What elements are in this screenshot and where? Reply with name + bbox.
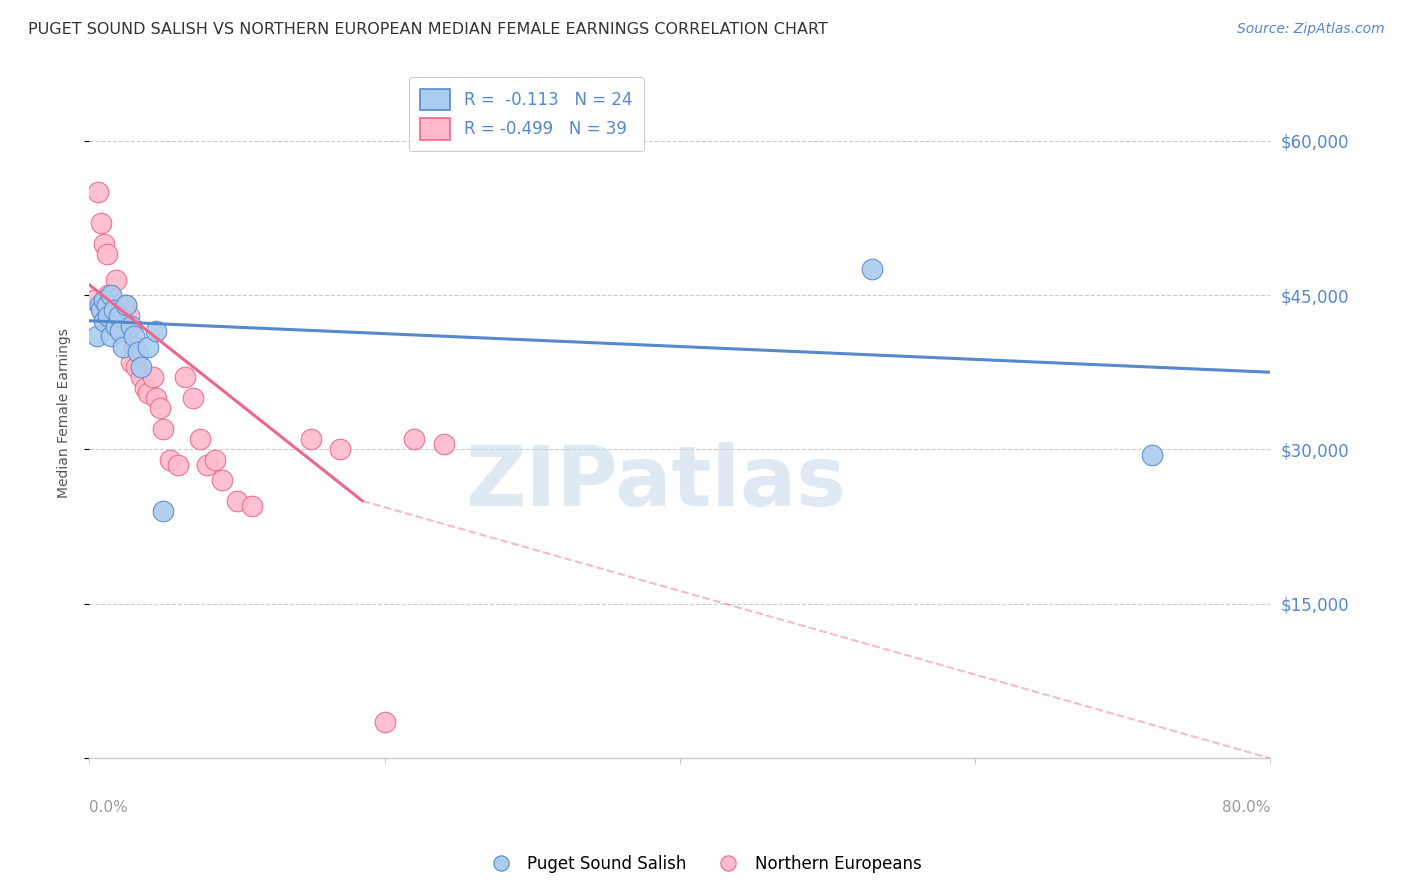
Text: 0.0%: 0.0% — [89, 800, 128, 814]
Point — [120, 318, 142, 333]
Point — [93, 293, 115, 308]
Point — [83, 293, 105, 308]
Text: PUGET SOUND SALISH VS NORTHERN EUROPEAN MEDIAN FEMALE EARNINGS CORRELATION CHART: PUGET SOUND SALISH VS NORTHERN EUROPEAN … — [28, 22, 828, 37]
Point — [136, 385, 159, 400]
Point — [145, 324, 167, 338]
Point — [122, 329, 145, 343]
Point — [107, 298, 129, 312]
Point — [433, 437, 456, 451]
Point — [100, 288, 122, 302]
Point — [125, 360, 148, 375]
Point — [97, 309, 120, 323]
Point — [329, 442, 352, 457]
Point — [101, 303, 124, 318]
Point — [152, 422, 174, 436]
Point — [127, 344, 149, 359]
Point — [204, 452, 226, 467]
Point — [97, 288, 120, 302]
Point — [118, 309, 141, 323]
Point — [134, 381, 156, 395]
Point — [90, 216, 112, 230]
Y-axis label: Median Female Earnings: Median Female Earnings — [58, 328, 72, 499]
Point — [104, 318, 127, 333]
Point — [299, 432, 322, 446]
Point — [136, 339, 159, 353]
Point — [96, 298, 118, 312]
Point — [120, 355, 142, 369]
Text: ZIPatlas: ZIPatlas — [465, 442, 846, 523]
Point — [129, 360, 152, 375]
Point — [93, 236, 115, 251]
Point — [89, 298, 111, 312]
Point — [195, 458, 218, 472]
Point — [152, 504, 174, 518]
Point — [142, 370, 165, 384]
Point — [93, 309, 115, 323]
Legend: Puget Sound Salish, Northern Europeans: Puget Sound Salish, Northern Europeans — [478, 848, 928, 880]
Point — [166, 458, 188, 472]
Point — [174, 370, 197, 384]
Point — [145, 391, 167, 405]
Point — [111, 314, 134, 328]
Point — [149, 401, 172, 416]
Point — [86, 329, 108, 343]
Point — [129, 370, 152, 384]
Point — [112, 339, 135, 353]
Point — [90, 303, 112, 318]
Point — [100, 298, 122, 312]
Point — [404, 432, 426, 446]
Point — [240, 499, 263, 513]
Text: Source: ZipAtlas.com: Source: ZipAtlas.com — [1237, 22, 1385, 37]
Point — [374, 715, 396, 730]
Text: 80.0%: 80.0% — [1222, 800, 1271, 814]
Point — [100, 329, 122, 343]
Point — [103, 303, 125, 318]
Point — [159, 452, 181, 467]
Point — [860, 262, 883, 277]
Point — [87, 185, 110, 199]
Legend: R =  -0.113   N = 24, R = -0.499   N = 39: R = -0.113 N = 24, R = -0.499 N = 39 — [409, 77, 644, 152]
Point — [104, 272, 127, 286]
Point — [110, 324, 132, 338]
Point — [188, 432, 211, 446]
Point — [107, 309, 129, 323]
Point — [1142, 448, 1164, 462]
Point — [122, 339, 145, 353]
Point — [225, 494, 247, 508]
Point — [211, 474, 233, 488]
Point — [96, 247, 118, 261]
Point — [115, 298, 138, 312]
Point — [181, 391, 204, 405]
Point — [115, 298, 138, 312]
Point — [93, 314, 115, 328]
